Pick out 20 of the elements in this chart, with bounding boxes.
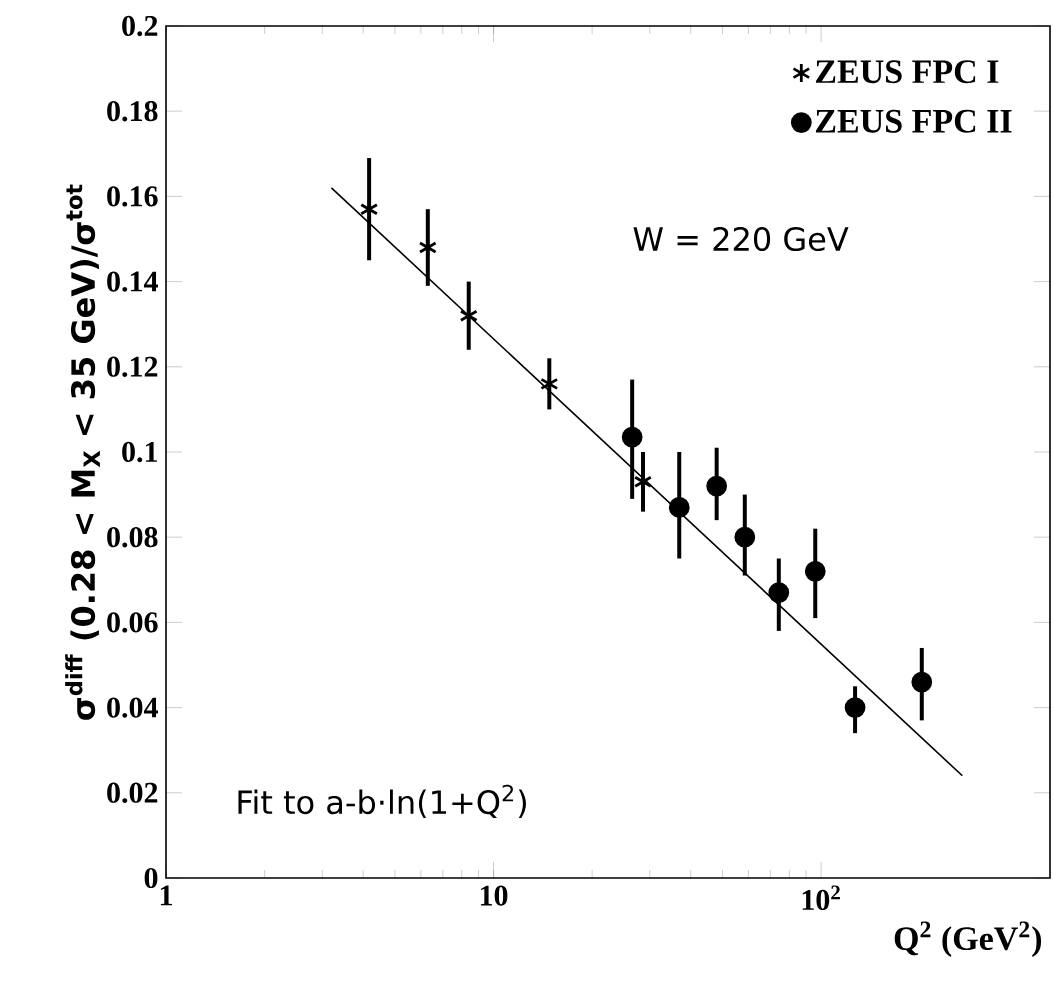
y-tick-label: 0.08: [107, 527, 158, 548]
y-tick-label: 0.02: [107, 782, 158, 803]
x-axis-title: Q$^{2}$ (GeV$^{2}$): [894, 921, 1042, 958]
y-tick-label: 0.18: [107, 101, 158, 122]
y-tick-label: 0: [144, 867, 158, 889]
y-tick-label: 0.12: [107, 356, 158, 377]
y-tick-label: 0.14: [107, 271, 158, 292]
legend-label: ZEUS FPC II: [815, 109, 1012, 133]
x-tick-label: 1: [160, 885, 172, 906]
annotation: Fit to a-b·ln(1+Q$^{2}$): [238, 784, 526, 818]
legend-label: ZEUS FPC I: [815, 60, 999, 84]
y-tick-label: 0.1: [122, 441, 157, 463]
annotation: W = 220 GeV: [633, 226, 849, 252]
y-axis-title: σ$^{diff}$ (0.28 < M$_{X}$ < 35 GeV)/σ$^{tot}$: [65, 184, 100, 720]
y-tick-label: 0.04: [107, 697, 158, 718]
y-tick-label: 0.06: [107, 612, 158, 633]
y-tick-label: 0.2: [122, 15, 158, 37]
y-tick-label: 0.16: [107, 186, 158, 207]
x-tick-label: 10$^{2}$: [802, 885, 840, 911]
x-tick-label: 10: [480, 885, 508, 906]
